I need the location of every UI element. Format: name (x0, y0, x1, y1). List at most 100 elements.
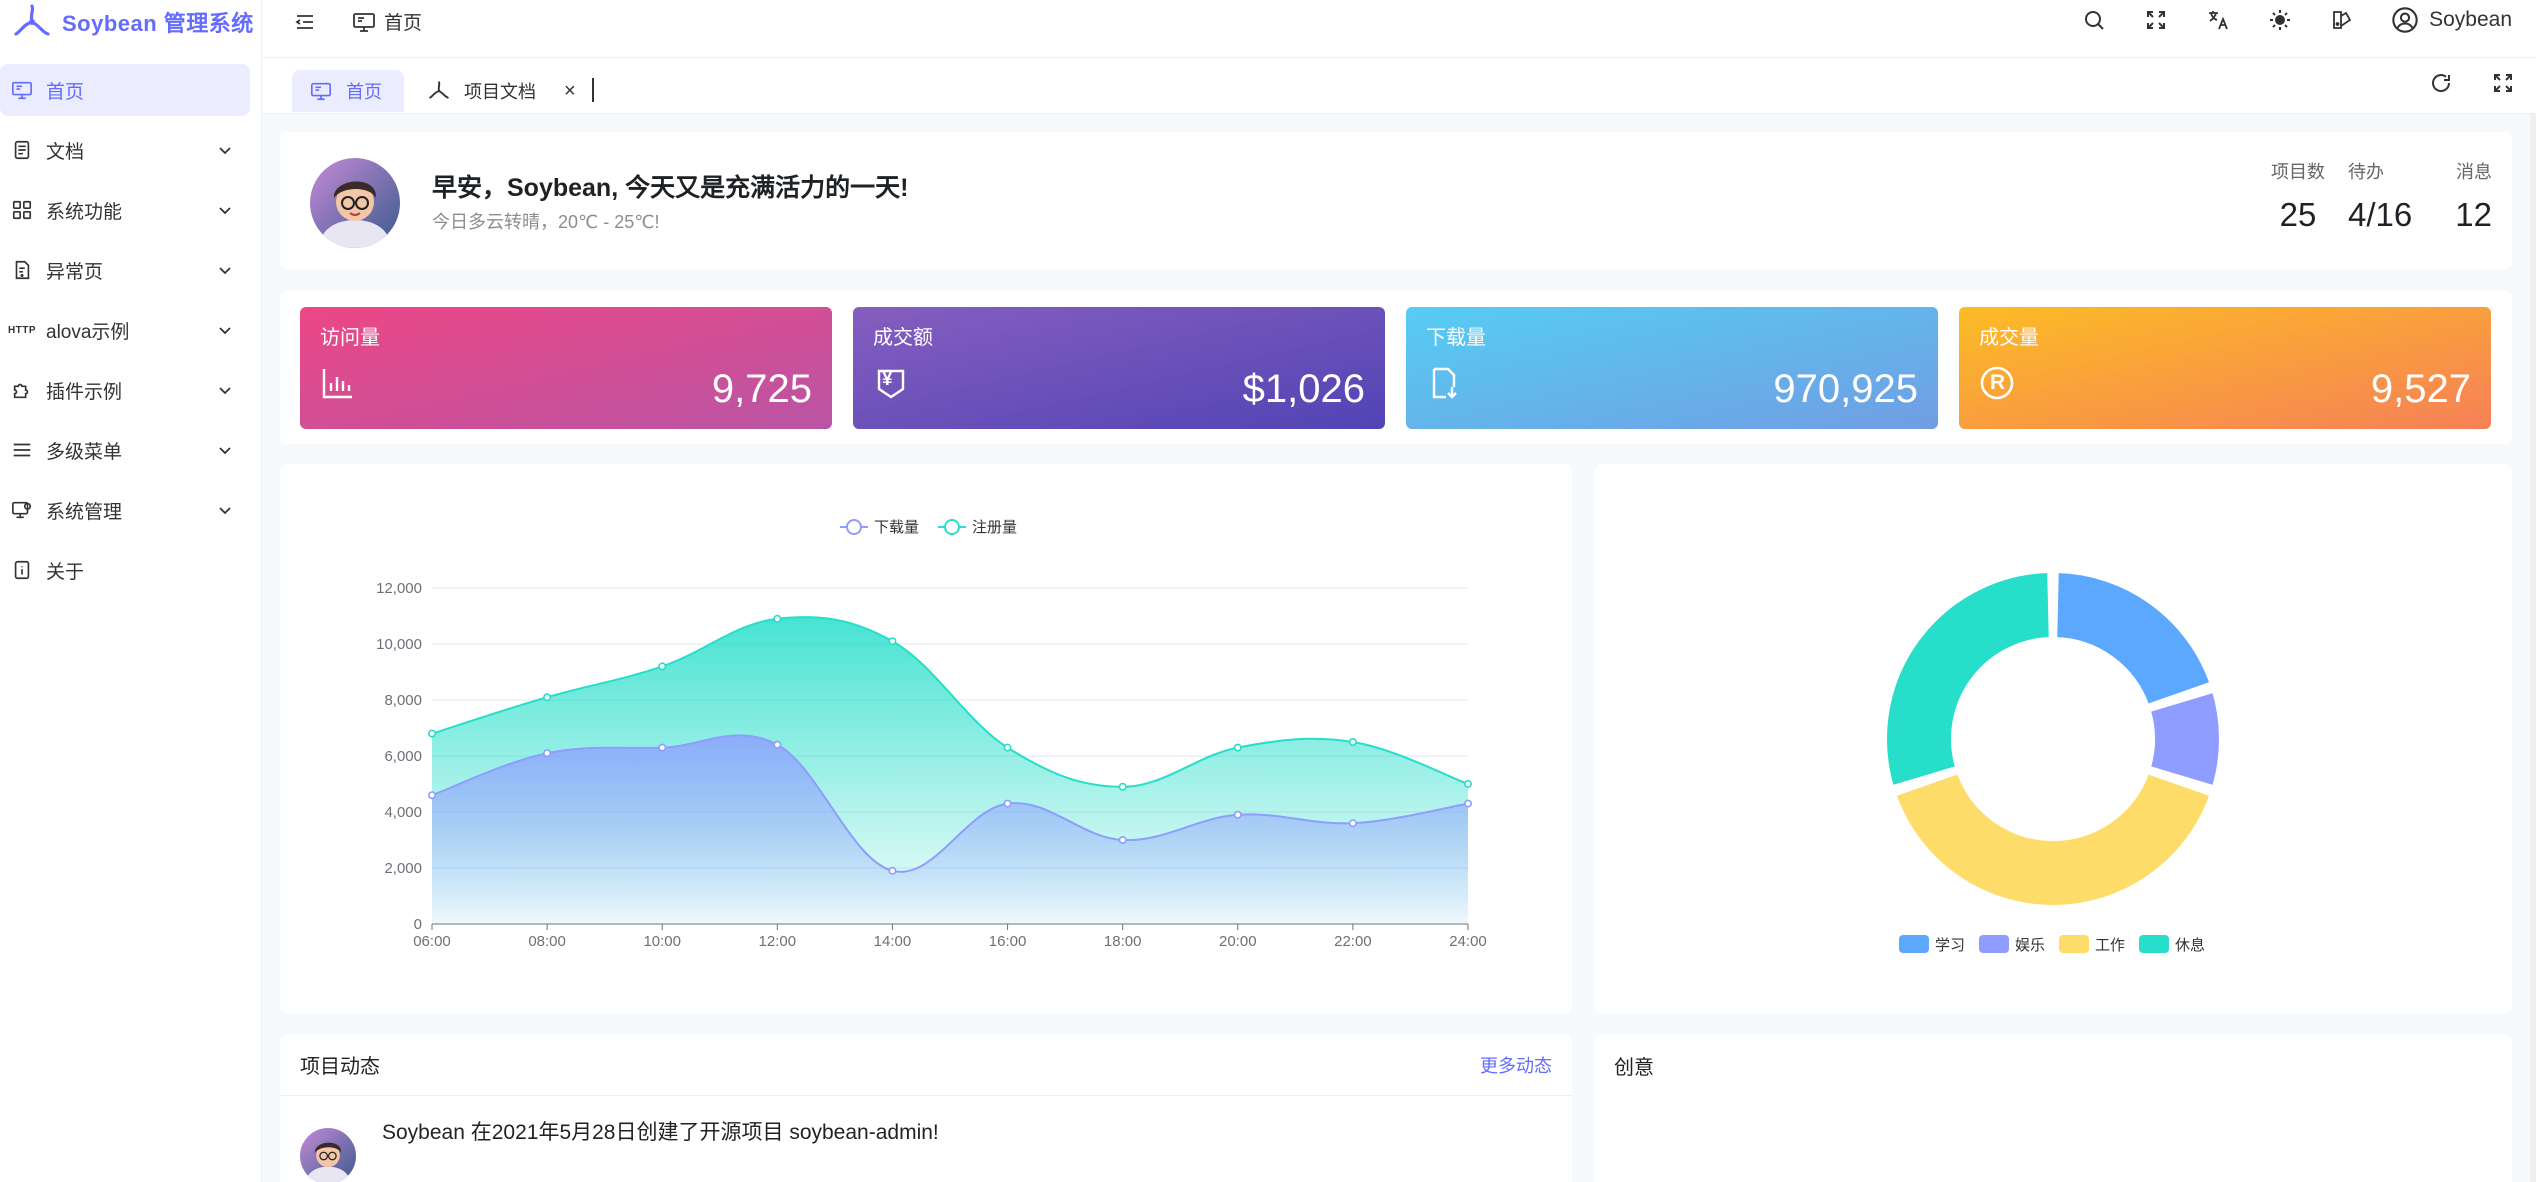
metric-title: 成交额 (873, 327, 933, 349)
weather-text: 今日多云转晴，20℃ - 25℃! (432, 212, 660, 232)
sidebar-item-system-manage[interactable]: 系统管理 (0, 484, 250, 536)
stat-label: 项目数 (2271, 162, 2325, 182)
collapse-menu-icon[interactable] (292, 9, 318, 35)
pie-slice[interactable] (2053, 569, 2214, 708)
pie-slice[interactable] (2146, 688, 2223, 790)
chevron-down-icon (219, 447, 231, 455)
sidebar-item-plugins[interactable]: 插件示例 (0, 364, 250, 416)
metric-value: $1,026 (1242, 367, 1365, 411)
legend-item[interactable]: 下载量 (840, 519, 919, 536)
user-menu[interactable]: Soybean (2391, 6, 2512, 34)
legend-item[interactable]: 学习 (1899, 935, 1965, 954)
sidebar-item-label: 异常页 (46, 261, 104, 283)
fullscreen-icon[interactable] (2143, 7, 2169, 33)
activity-card: 项目动态 更多动态 Soybean 在2021年5月28日创建了开源项目 soy… (280, 1034, 1572, 1182)
data-point[interactable] (1464, 779, 1473, 788)
data-point[interactable] (888, 866, 897, 875)
logo[interactable]: Soybean 管理系统 (0, 0, 261, 44)
sidebar-item-exception[interactable]: 异常页 (0, 244, 250, 296)
breadcrumb-label: 首页 (384, 13, 423, 34)
data-point[interactable] (1348, 737, 1357, 746)
metric-card-deals: 成交量 R 9,527 (1959, 307, 2491, 429)
pie-slice[interactable] (1892, 770, 2214, 909)
data-point[interactable] (1348, 819, 1357, 828)
data-point[interactable] (1233, 743, 1242, 752)
y-tick-label: 12,000 (376, 580, 422, 597)
stat-value: 4/16 (2348, 196, 2413, 233)
scrollbar[interactable] (2530, 114, 2536, 1182)
y-tick-label: 8,000 (384, 692, 422, 709)
app-title: Soybean 管理系统 (62, 11, 254, 36)
legend-item[interactable]: 注册量 (938, 519, 1017, 536)
data-point[interactable] (428, 729, 437, 738)
pie-slice[interactable] (1883, 569, 2053, 790)
legend-item[interactable]: 娱乐 (1979, 935, 2045, 954)
tab-home[interactable]: 首页 (292, 70, 404, 112)
metric-card-downloads: 下载量 970,925 (1406, 307, 1938, 429)
breadcrumb[interactable]: 首页 (352, 8, 422, 35)
metrics-row: 访问量 9,725 成交额 ¥ $1,026 下载量 970,925 成交量 R… (280, 290, 2512, 444)
search-icon[interactable] (2081, 7, 2107, 33)
legend-item[interactable]: 休息 (2139, 935, 2205, 954)
y-tick-label: 10,000 (376, 636, 422, 653)
monitor-icon (353, 12, 375, 32)
activity-title: 项目动态 (300, 1056, 380, 1078)
data-point[interactable] (1464, 799, 1473, 808)
pie-chart[interactable]: 学习 娱乐 工作 休息 (1594, 464, 2512, 1014)
x-tick-label: 06:00 (413, 933, 451, 950)
sidebar-item-about[interactable]: 关于 (0, 544, 250, 596)
legend-label: 工作 (2095, 937, 2125, 954)
grid-icon (10, 198, 34, 222)
close-icon[interactable]: × (564, 79, 576, 102)
legend-label: 娱乐 (2015, 937, 2045, 954)
monitor-icon (10, 78, 34, 102)
monitor-icon (311, 82, 331, 101)
legend-item[interactable]: 工作 (2059, 935, 2125, 954)
download-file-icon (1432, 367, 1457, 399)
line-chart[interactable]: 0 2,000 4,000 6,000 8,000 10,000 12,000 06:00 08… (280, 464, 1572, 1014)
data-point[interactable] (1003, 799, 1012, 808)
data-point[interactable] (773, 740, 782, 749)
chevron-down-icon (219, 327, 231, 335)
user-avatar-icon (2392, 7, 2418, 33)
chevron-down-icon (219, 267, 231, 275)
tab-label: 项目文档 (464, 82, 536, 102)
stat-label: 待办 (2348, 162, 2384, 182)
sidebar-item-multi-menu[interactable]: 多级菜单 (0, 424, 250, 476)
y-tick-label: 4,000 (384, 804, 422, 821)
sidebar-item-docs[interactable]: 文档 (0, 124, 250, 176)
sidebar-item-alova[interactable]: HTTP alova示例 (0, 304, 250, 356)
data-point[interactable] (1003, 743, 1012, 752)
sidebar-item-system-functions[interactable]: 系统功能 (0, 184, 250, 236)
theme-config-icon[interactable] (2329, 7, 2355, 33)
data-point[interactable] (1118, 835, 1127, 844)
sun-theme-icon[interactable] (2267, 7, 2293, 33)
x-tick-label: 12:00 (759, 933, 797, 950)
idea-card: 创意 (1594, 1034, 2512, 1182)
data-point[interactable] (658, 662, 667, 671)
sidebar-item-label: alova示例 (46, 321, 130, 343)
data-point[interactable] (773, 614, 782, 623)
sidebar-item-home[interactable]: 首页 (0, 64, 250, 116)
refresh-icon[interactable] (2428, 70, 2454, 96)
language-icon[interactable] (2205, 7, 2231, 33)
stat-value: 25 (2279, 196, 2317, 233)
activity-text: Soybean 在2021年5月28日创建了开源项目 soybean-admin… (382, 1121, 939, 1144)
data-point[interactable] (658, 743, 667, 752)
x-tick-label: 08:00 (528, 933, 566, 950)
more-activity-link[interactable]: 更多动态 (1480, 1055, 1552, 1076)
bar-chart-icon (322, 369, 352, 399)
tab-project-docs[interactable]: 项目文档 × (410, 70, 594, 112)
fullscreen-content-icon[interactable] (2490, 70, 2516, 96)
x-tick-label: 18:00 (1104, 933, 1142, 950)
metric-value: 9,527 (2370, 367, 2471, 411)
data-point[interactable] (543, 693, 552, 702)
data-point[interactable] (888, 637, 897, 646)
stat-messages: 消息 12 (2430, 158, 2492, 234)
data-point[interactable] (543, 749, 552, 758)
data-point[interactable] (1118, 782, 1127, 791)
x-tick-label: 24:00 (1449, 933, 1487, 950)
data-point[interactable] (1233, 810, 1242, 819)
avatar (300, 1128, 356, 1182)
data-point[interactable] (428, 791, 437, 800)
